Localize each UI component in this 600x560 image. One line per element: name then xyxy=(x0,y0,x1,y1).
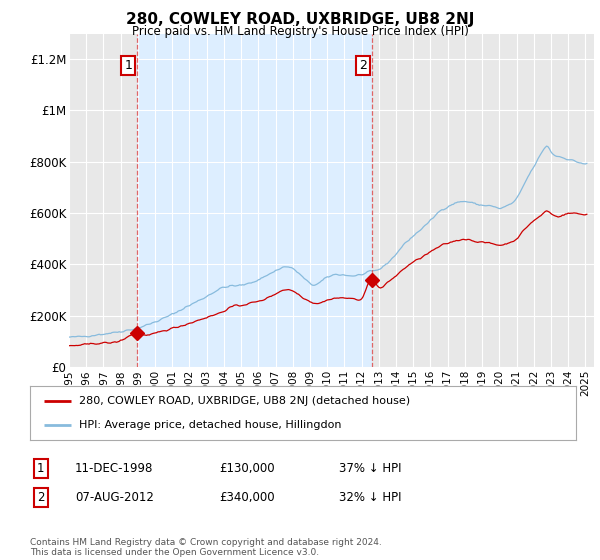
Text: 07-AUG-2012: 07-AUG-2012 xyxy=(75,491,154,504)
Text: £130,000: £130,000 xyxy=(219,462,275,475)
Text: Price paid vs. HM Land Registry's House Price Index (HPI): Price paid vs. HM Land Registry's House … xyxy=(131,25,469,38)
Text: 2: 2 xyxy=(359,59,367,72)
Text: Contains HM Land Registry data © Crown copyright and database right 2024.
This d: Contains HM Land Registry data © Crown c… xyxy=(30,538,382,557)
Text: 2: 2 xyxy=(37,491,44,504)
Text: 11-DEC-1998: 11-DEC-1998 xyxy=(75,462,154,475)
Text: 1: 1 xyxy=(37,462,44,475)
Bar xyxy=(137,34,372,367)
Text: HPI: Average price, detached house, Hillingdon: HPI: Average price, detached house, Hill… xyxy=(79,420,341,430)
Text: 280, COWLEY ROAD, UXBRIDGE, UB8 2NJ: 280, COWLEY ROAD, UXBRIDGE, UB8 2NJ xyxy=(126,12,474,27)
Text: 32% ↓ HPI: 32% ↓ HPI xyxy=(339,491,401,504)
Text: £340,000: £340,000 xyxy=(219,491,275,504)
Text: 280, COWLEY ROAD, UXBRIDGE, UB8 2NJ (detached house): 280, COWLEY ROAD, UXBRIDGE, UB8 2NJ (det… xyxy=(79,396,410,406)
Text: 37% ↓ HPI: 37% ↓ HPI xyxy=(339,462,401,475)
Text: 1: 1 xyxy=(124,59,132,72)
